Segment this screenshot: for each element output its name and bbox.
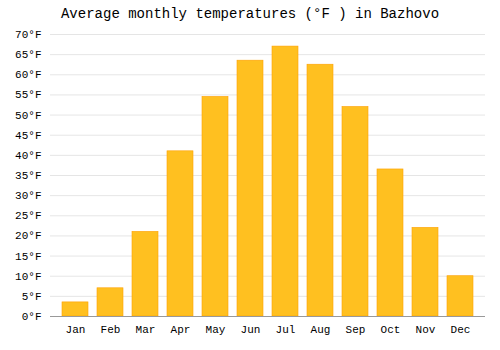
- svg-text:Jan: Jan: [66, 324, 86, 336]
- svg-text:25°F: 25°F: [15, 210, 41, 222]
- svg-text:Sep: Sep: [346, 324, 366, 336]
- svg-text:5°F: 5°F: [22, 291, 42, 303]
- svg-text:40°F: 40°F: [15, 150, 41, 162]
- svg-text:0°F: 0°F: [22, 311, 42, 323]
- svg-text:Aug: Aug: [311, 324, 331, 336]
- svg-text:Apr: Apr: [171, 324, 191, 336]
- svg-text:70°F: 70°F: [15, 29, 41, 41]
- svg-text:Oct: Oct: [381, 324, 401, 336]
- svg-text:Feb: Feb: [101, 324, 121, 336]
- svg-text:May: May: [206, 324, 226, 336]
- svg-text:20°F: 20°F: [15, 230, 41, 242]
- svg-text:55°F: 55°F: [15, 89, 41, 101]
- svg-text:Jul: Jul: [276, 324, 296, 336]
- svg-text:30°F: 30°F: [15, 190, 41, 202]
- svg-text:50°F: 50°F: [15, 110, 41, 122]
- svg-text:10°F: 10°F: [15, 271, 41, 283]
- svg-text:60°F: 60°F: [15, 69, 41, 81]
- svg-text:35°F: 35°F: [15, 170, 41, 182]
- svg-text:Jun: Jun: [241, 324, 261, 336]
- html-text:Average monthly temperatures (: Average monthly temperatures (°F ) in Ba…: [61, 6, 439, 22]
- svg-text:65°F: 65°F: [15, 49, 41, 61]
- svg-text:Dec: Dec: [451, 324, 471, 336]
- svg-text:Mar: Mar: [136, 324, 156, 336]
- svg-text:15°F: 15°F: [15, 251, 41, 263]
- svg-text:Nov: Nov: [416, 324, 436, 336]
- svg-text:45°F: 45°F: [15, 130, 41, 142]
